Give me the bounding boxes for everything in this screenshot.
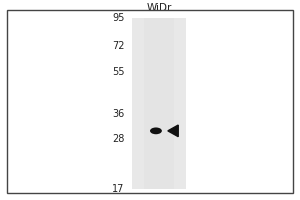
Text: 17: 17 <box>112 184 125 194</box>
Bar <box>144 18 174 189</box>
Text: 72: 72 <box>112 41 125 51</box>
Ellipse shape <box>150 127 162 134</box>
Text: 95: 95 <box>112 13 125 23</box>
Bar <box>132 18 186 189</box>
Text: WiDr: WiDr <box>146 3 172 13</box>
Text: 36: 36 <box>112 109 125 119</box>
Polygon shape <box>168 125 178 137</box>
Text: 28: 28 <box>112 134 125 144</box>
Text: 55: 55 <box>112 67 125 77</box>
